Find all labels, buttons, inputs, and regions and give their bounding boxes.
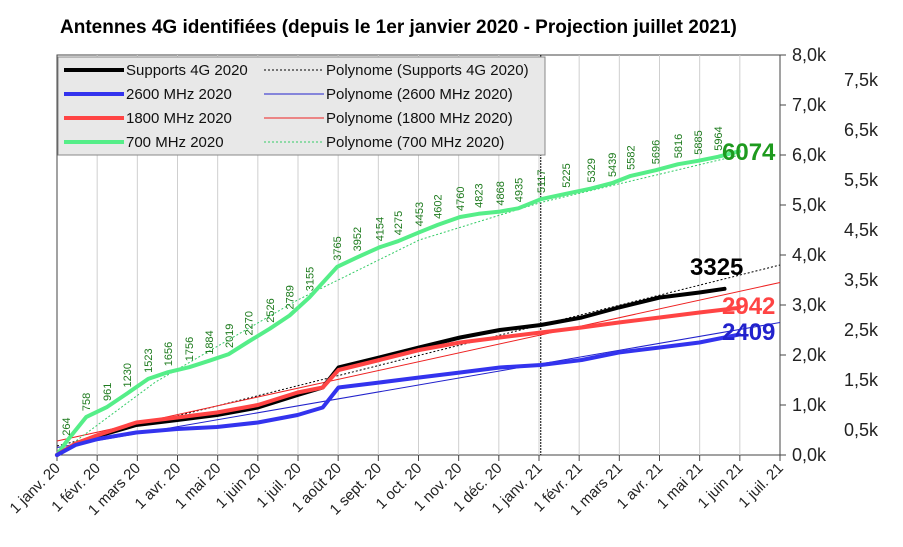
data-label: 1523 <box>143 348 155 372</box>
y-tick-label: 5,0k <box>792 195 827 215</box>
chart-title: Antennes 4G identifiées (depuis le 1er j… <box>60 17 737 38</box>
legend: Supports 4G 2020 Polynome (Supports 4G 20… <box>57 56 546 156</box>
y-right-tick-label: 1,5k <box>844 370 879 390</box>
data-label: 4275 <box>393 211 405 235</box>
trendline <box>56 322 781 448</box>
y-axis-left: 0,0k 1,0k 2,0k 3,0k 4,0k 5,0k 6,0k 7,0k 8,0k <box>780 45 827 465</box>
legend-label: Supports 4G 2020 <box>126 62 248 79</box>
series-line <box>55 149 741 457</box>
y-tick-label: 6,0k <box>792 145 827 165</box>
y-right-tick-label: 3,5k <box>844 270 879 290</box>
legend-label: Polynome (700 MHz 2020) <box>326 134 504 151</box>
data-label: 2019 <box>224 324 236 348</box>
data-label: 3155 <box>304 267 316 291</box>
y-tick-label: 1,0k <box>792 395 827 415</box>
end-value-label: 6074 <box>722 139 776 166</box>
data-label: 5439 <box>607 153 619 177</box>
y-right-tick-label: 0,5k <box>844 420 879 440</box>
data-label: 264 <box>61 417 73 435</box>
y-axis-right: 0,5k 1,5k 2,5k 3,5k 4,5k 5,5k 6,5k 7,5k <box>844 70 879 440</box>
series-line <box>55 305 741 457</box>
series-lines <box>55 149 741 457</box>
y-tick-label: 8,0k <box>792 45 827 65</box>
x-tick-label: 1 juil. 21 <box>735 460 787 512</box>
legend-box <box>57 56 546 156</box>
data-label: 5696 <box>651 140 663 164</box>
data-label: 4760 <box>455 187 467 211</box>
legend-label: 2600 MHz 2020 <box>126 86 232 103</box>
y-tick-label: 0,0k <box>792 445 827 465</box>
trendline <box>56 282 781 442</box>
y-right-tick-label: 5,5k <box>844 170 879 190</box>
data-label: 1884 <box>204 330 216 354</box>
y-tick-label: 4,0k <box>792 245 827 265</box>
y-right-tick-label: 7,5k <box>844 70 879 90</box>
data-label: 1230 <box>122 363 134 387</box>
data-label: 4935 <box>513 178 525 202</box>
end-value-label: 3325 <box>690 254 743 281</box>
y-tick-label: 3,0k <box>792 295 827 315</box>
trendline <box>56 154 741 456</box>
data-labels: 264 758 961 1230 1523 1656 1756 1884 2019 2270 252… <box>61 126 725 435</box>
y-tick-label: 2,0k <box>792 345 827 365</box>
end-value-label: 2942 <box>722 293 775 320</box>
data-label: 5225 <box>561 163 573 187</box>
data-label: 3952 <box>352 227 364 251</box>
data-label: 1656 <box>163 342 175 366</box>
y-right-tick-label: 6,5k <box>844 120 879 140</box>
data-label: 4823 <box>474 183 486 207</box>
data-label: 2789 <box>285 285 297 309</box>
data-label: 3765 <box>332 236 344 260</box>
data-label: 4602 <box>433 194 445 218</box>
legend-label: Polynome (1800 MHz 2020) <box>326 110 513 127</box>
x-axis: 1 janv. 201 févr. 201 mars 201 avr. 201 … <box>7 455 787 519</box>
data-label: 5964 <box>713 126 725 150</box>
y-right-tick-label: 2,5k <box>844 320 879 340</box>
data-label: 2526 <box>265 298 277 322</box>
legend-label: Polynome (2600 MHz 2020) <box>326 86 513 103</box>
data-label: 5582 <box>626 145 638 169</box>
legend-label: 1800 MHz 2020 <box>126 110 232 127</box>
data-label: 4154 <box>375 217 387 241</box>
data-label: 5816 <box>673 134 685 158</box>
series-line <box>55 332 741 457</box>
y-tick-label: 7,0k <box>792 95 827 115</box>
data-label: 5329 <box>586 158 598 182</box>
data-label: 758 <box>81 393 93 411</box>
data-label: 5885 <box>693 130 705 154</box>
data-label: 4453 <box>414 202 426 226</box>
series-line <box>55 286 727 457</box>
end-value-label: 2409 <box>722 319 775 346</box>
y-right-tick-label: 4,5k <box>844 220 879 240</box>
data-label: 4868 <box>495 181 507 205</box>
data-label: 1756 <box>184 337 196 361</box>
data-label: 2270 <box>244 311 256 335</box>
legend-label: 700 MHz 2020 <box>126 134 224 151</box>
legend-label: Polynome (Supports 4G 2020) <box>326 62 529 79</box>
data-label: 5117 <box>536 169 548 193</box>
data-label: 961 <box>102 383 114 401</box>
